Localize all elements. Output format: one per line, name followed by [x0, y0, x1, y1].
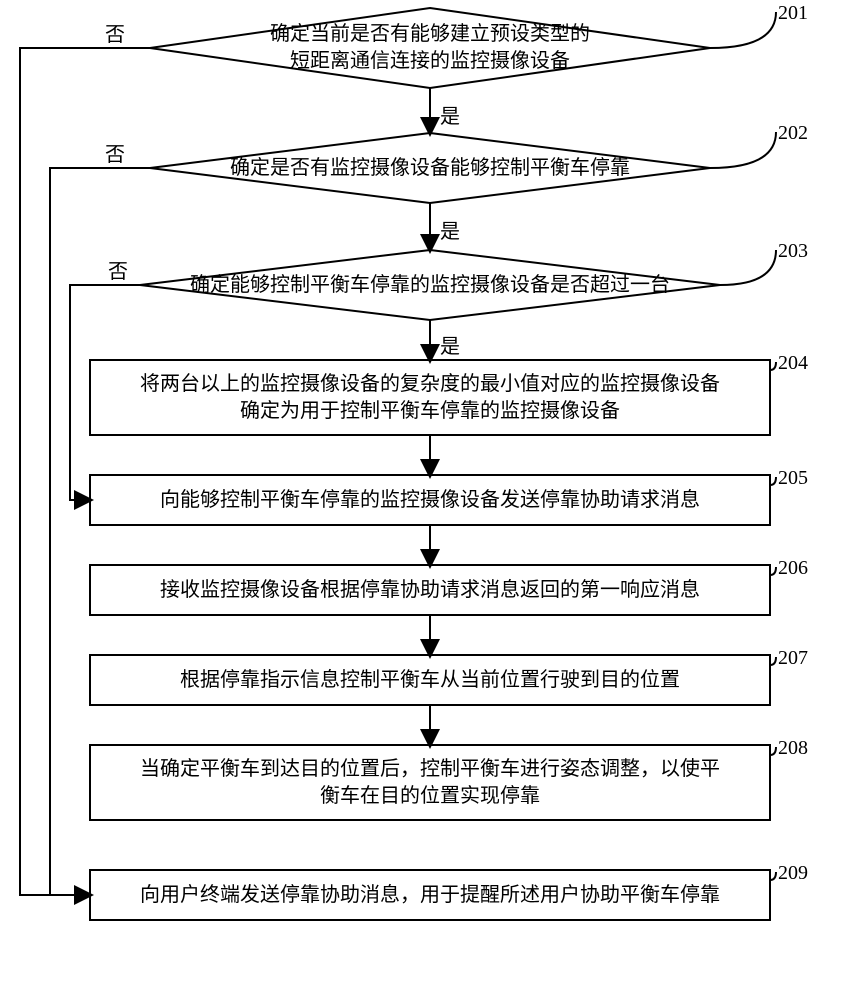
edge-label: 否	[105, 138, 125, 167]
step-number: 206	[778, 557, 808, 580]
process-p4: 将两台以上的监控摄像设备的复杂度的最小值对应的监控摄像设备确定为用于控制平衡车停…	[90, 360, 770, 435]
decision-d3: 确定能够控制平衡车停靠的监控摄像设备是否超过一台	[184, 250, 677, 320]
edge-label: 是	[440, 330, 460, 359]
step-number: 202	[778, 122, 808, 145]
step-number: 208	[778, 737, 808, 760]
decision-d2: 确定是否有监控摄像设备能够控制平衡车停靠	[192, 133, 668, 203]
step-number: 204	[778, 352, 808, 375]
edge-label: 否	[105, 18, 125, 47]
edge-label: 否	[108, 255, 128, 284]
process-p9: 向用户终端发送停靠协助消息，用于提醒所述用户协助平衡车停靠	[90, 870, 770, 920]
process-p8: 当确定平衡车到达目的位置后，控制平衡车进行姿态调整，以使平衡车在目的位置实现停靠	[90, 745, 770, 820]
process-p7: 根据停靠指示信息控制平衡车从当前位置行驶到目的位置	[90, 655, 770, 705]
edge-label: 是	[440, 100, 460, 129]
step-number: 207	[778, 647, 808, 670]
step-number: 209	[778, 862, 808, 885]
step-number: 205	[778, 467, 808, 490]
step-number: 201	[778, 2, 808, 25]
process-p5: 向能够控制平衡车停靠的监控摄像设备发送停靠协助请求消息	[90, 475, 770, 525]
process-p6: 接收监控摄像设备根据停靠协助请求消息返回的第一响应消息	[90, 565, 770, 615]
decision-d1: 确定当前是否有能够建立预设类型的短距离通信连接的监控摄像设备	[192, 8, 668, 88]
step-number: 203	[778, 240, 808, 263]
edge-label: 是	[440, 215, 460, 244]
